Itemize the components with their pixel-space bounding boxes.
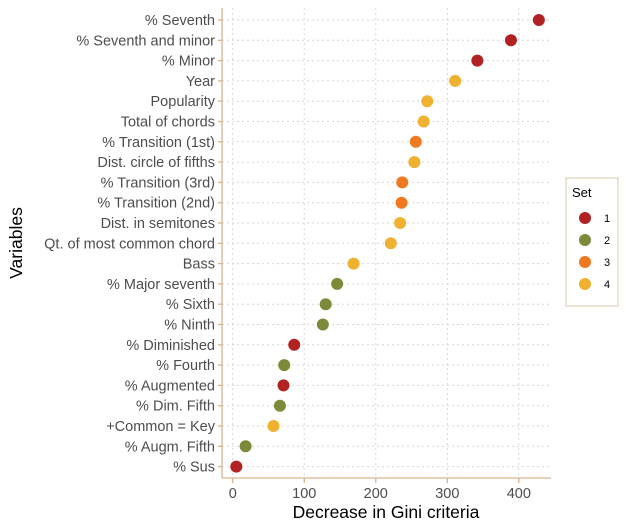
data-point [449,74,462,87]
x-ticks: 0 100 200 300 400 [229,478,531,502]
y-tick-label: % Seventh [145,13,215,29]
data-point [409,135,422,148]
legend-key [579,278,591,290]
y-tick-label: % Transition (1st) [102,135,215,151]
y-tick-label: % Sixth [166,297,215,313]
y-tick-label: % Transition (3rd) [101,175,215,191]
data-point [417,115,430,128]
y-tick-label: % Sus [173,460,215,476]
data-point [384,237,397,250]
y-tick-label: % Minor [162,54,215,70]
y-tick-label: % Fourth [156,358,215,374]
y-tick-labels: % Seventh % Seventh and minor % Minor Year P… [44,13,222,476]
legend-box [565,177,619,307]
y-tick-label: Dist. in semitones [101,216,215,232]
legend-title: Set [572,185,592,200]
legend-label: 4 [604,279,610,291]
data-point [532,14,545,26]
x-tick-label: 200 [364,486,388,502]
x-tick-label: 400 [507,486,531,502]
y-tick-label: % Major seventh [107,277,215,293]
data-point [408,156,421,169]
y-tick-label: % Transition (2nd) [97,196,215,212]
legend-label: 1 [604,213,610,225]
legend-label: 3 [604,257,610,269]
data-point [316,318,329,331]
data-point [278,359,291,372]
y-tick-label: % Augm. Fifth [125,439,215,455]
legend-key [579,256,591,268]
data-point [239,440,252,453]
data-point [347,257,360,270]
y-tick-label: % Seventh and minor [76,33,215,49]
x-tick-label: 300 [435,486,459,502]
legend-key [579,212,591,224]
y-tick-label: +Common = Key [106,419,216,435]
y-tick-label: Bass [183,257,215,273]
y-tick-label: % Dim. Fifth [136,399,215,415]
data-point [277,379,290,392]
data-point [288,338,301,351]
y-tick-label: % Augmented [125,378,215,394]
grid [222,8,551,478]
y-tick-label: % Diminished [126,338,215,354]
y-tick-label: % Ninth [164,318,215,334]
data-point [319,298,332,311]
data-point [273,399,286,412]
data-points [230,14,545,473]
y-tick-label: Popularity [151,94,216,110]
data-point [230,460,243,473]
data-point [396,176,409,189]
legend-label: 2 [604,235,610,247]
y-tick-label: Qt. of most common chord [44,236,215,252]
y-tick-label: Dist. circle of fifths [97,155,215,171]
x-tick-label: 100 [292,486,316,502]
y-tick-label: Total of chords [121,115,215,131]
data-point [267,420,280,432]
y-tick-label: Year [186,74,215,90]
data-point [395,196,408,209]
legend: Set 1 2 3 4 [565,177,619,307]
y-axis-title: Variables [6,207,26,279]
data-point [471,54,484,67]
x-axis-title: Decrease in Gini criteria [293,502,480,522]
data-point [504,34,517,47]
data-point [394,217,407,229]
data-point [421,95,434,108]
x-tick-label: 0 [229,486,237,502]
legend-key [579,234,591,246]
data-point [331,277,344,290]
